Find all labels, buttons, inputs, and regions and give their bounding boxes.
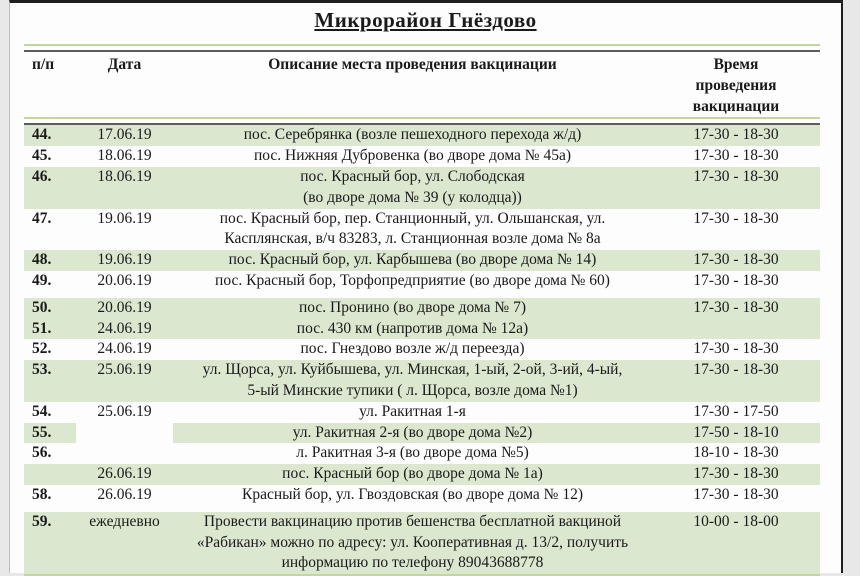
row-num-cell: 59.	[32, 512, 52, 530]
description-cell: пос. Красный бор, ул. Карбышева (во двор…	[228, 251, 597, 269]
row-num-cell: 51.	[32, 319, 52, 337]
description-cell: пос. Красный бор, пер. Станционный, ул. …	[219, 209, 606, 248]
header-bottom-rule-green	[24, 117, 820, 120]
date-cell: 26.06.19	[97, 485, 152, 503]
time-cell: 18-10 - 18-30	[693, 444, 779, 462]
description-cell: пос. 430 км (напротив дома № 12а)	[296, 319, 529, 337]
document-page: Микрорайон Гнёздово п/п Дата Описание ме…	[9, 0, 843, 576]
row-num-cell: 48.	[32, 251, 52, 269]
header-date: Дата	[107, 56, 142, 73]
date-cell	[76, 423, 173, 444]
header-description: Описание места проведения вакцинации	[268, 56, 557, 73]
row-num-cell: 53.	[32, 361, 52, 379]
row-num-cell: 44.	[32, 126, 52, 144]
date-cell: 25.06.19	[97, 361, 152, 379]
table-row: 51. 24.06.19 пос. 430 км (напротив дома …	[24, 318, 820, 340]
date-cell: ежедневно	[89, 512, 160, 530]
date-cell: 20.06.19	[97, 298, 152, 316]
date-cell	[76, 443, 173, 464]
description-cell: пос. Серебрянка (возле пешеходного перех…	[243, 126, 582, 144]
date-cell: 19.06.19	[97, 209, 152, 227]
date-cell: 18.06.19	[97, 167, 152, 185]
time-cell: 17-30 - 18-30	[693, 298, 779, 316]
table-row: 49. 20.06.19 пос. Красный бор, Торфопред…	[24, 271, 820, 292]
table-row: 50. 20.06.19 пос. Пронино (во дворе дома…	[24, 297, 820, 319]
time-cell: 17-30 - 18-30	[693, 485, 779, 503]
table-row: 45. 18.06.19 пос. Нижняя Дубровенка (во …	[24, 146, 820, 167]
description-cell: пос. Красный бор, Торфопредприятие (во д…	[215, 271, 610, 289]
description-cell: пос. Красный бор, ул. Слободская (во дво…	[300, 167, 525, 206]
row-num-cell: 46.	[32, 167, 52, 185]
date-cell: 19.06.19	[97, 251, 152, 269]
time-cell: 17-30 - 18-30	[693, 340, 779, 358]
row-num-cell: 58.	[32, 485, 52, 503]
table-row: 55. ул. Ракитная 2-я (во дворе дома №2) …	[24, 422, 820, 444]
row-num-cell	[24, 464, 76, 485]
time-cell: 17-30 - 18-30	[693, 147, 779, 165]
time-cell: 17-30 - 18-30	[693, 361, 779, 379]
description-cell: пос. Нижняя Дубровенка (во дворе дома № …	[253, 147, 571, 165]
table-row: 54. 25.06.19 ул. Ракитная 1-я 17-30 - 17…	[24, 402, 820, 423]
row-num-cell: 49.	[32, 271, 52, 289]
description-cell: ул. Щорса, ул. Куйбышева, ул. Минская, 1…	[202, 361, 623, 399]
time-cell: 17-30 - 17-50	[693, 402, 779, 420]
description-cell: Красный бор, ул. Гвоздовская (во дворе д…	[242, 485, 583, 503]
date-cell: 26.06.19	[97, 465, 152, 483]
header-num: п/п	[32, 56, 55, 73]
description-cell: пос. Пронино (во дворе дома № 7)	[299, 298, 526, 316]
date-cell: 24.06.19	[97, 319, 152, 337]
vaccination-schedule-table: п/п Дата Описание места проведения вакци…	[24, 44, 820, 576]
date-cell: 17.06.19	[97, 126, 152, 144]
time-cell: 17-30 - 18-30	[693, 209, 779, 227]
row-num-cell: 50.	[32, 298, 52, 316]
table-row: 48. 19.06.19 пос. Красный бор, ул. Карбы…	[24, 250, 820, 271]
table-row: 44. 17.06.19 пос. Серебрянка (возле пеше…	[24, 125, 820, 147]
table-row: 56. л. Ракитная 3-я (во дворе дома №5) 1…	[24, 443, 820, 464]
table-top-rule-green	[24, 44, 820, 46]
date-cell: 18.06.19	[97, 147, 152, 165]
time-cell: 17-30 - 18-30	[693, 167, 779, 185]
row-num-cell: 54.	[32, 402, 52, 420]
table-row: 26.06.19 пос. Красный бор (во дворе дома…	[24, 464, 820, 485]
description-cell: пос. Гнездово возле ж/д переезда)	[300, 340, 525, 358]
table-header-row: п/п Дата Описание места проведения вакци…	[24, 52, 820, 117]
description-cell: Провести вакцинацию против бешенства бес…	[196, 512, 629, 572]
header-time: Время проведения вакцинации	[692, 56, 780, 115]
description-cell: л. Ракитная 3-я (во дворе дома №5)	[296, 444, 529, 462]
table-row: 53. 25.06.19 ул. Щорса, ул. Куйбышева, у…	[24, 360, 820, 402]
description-cell: пос. Красный бор (во дворе дома № 1а)	[282, 465, 543, 483]
table-row: 58. 26.06.19 Красный бор, ул. Гвоздовска…	[24, 485, 820, 506]
time-cell: 17-50 - 18-10	[652, 422, 820, 444]
row-num-cell: 45.	[32, 147, 52, 165]
table-row: 46. 18.06.19 пос. Красный бор, ул. Слобо…	[24, 166, 820, 209]
time-cell: 17-30 - 18-30	[693, 126, 779, 144]
time-cell: 17-30 - 18-30	[693, 251, 779, 269]
page-title: Микрорайон Гнёздово	[314, 8, 537, 32]
row-num-cell: 56.	[32, 444, 52, 462]
date-cell: 24.06.19	[97, 340, 152, 358]
description-cell: ул. Ракитная 1-я	[359, 402, 466, 420]
table-top-rule-dark	[24, 50, 820, 52]
time-cell: 10-00 - 18-00	[693, 512, 779, 530]
date-cell: 25.06.19	[97, 402, 152, 420]
table-row: 59. ежедневно Провести вакцинацию против…	[24, 511, 820, 575]
row-num-cell: 47.	[32, 209, 52, 227]
time-cell	[652, 319, 820, 340]
row-num-cell: 52.	[32, 340, 52, 358]
row-num-cell: 55.	[24, 422, 76, 444]
time-cell: 17-30 - 18-30	[693, 465, 779, 483]
time-cell: 17-30 - 18-30	[693, 271, 779, 289]
header-bottom-rule-dark	[24, 123, 820, 126]
description-cell: ул. Ракитная 2-я (во дворе дома №2)	[173, 422, 652, 444]
table-row: 52. 24.06.19 пос. Гнездово возле ж/д пер…	[24, 339, 820, 360]
date-cell: 20.06.19	[97, 271, 152, 289]
table-row: 47. 19.06.19 пос. Красный бор, пер. Стан…	[24, 209, 820, 251]
